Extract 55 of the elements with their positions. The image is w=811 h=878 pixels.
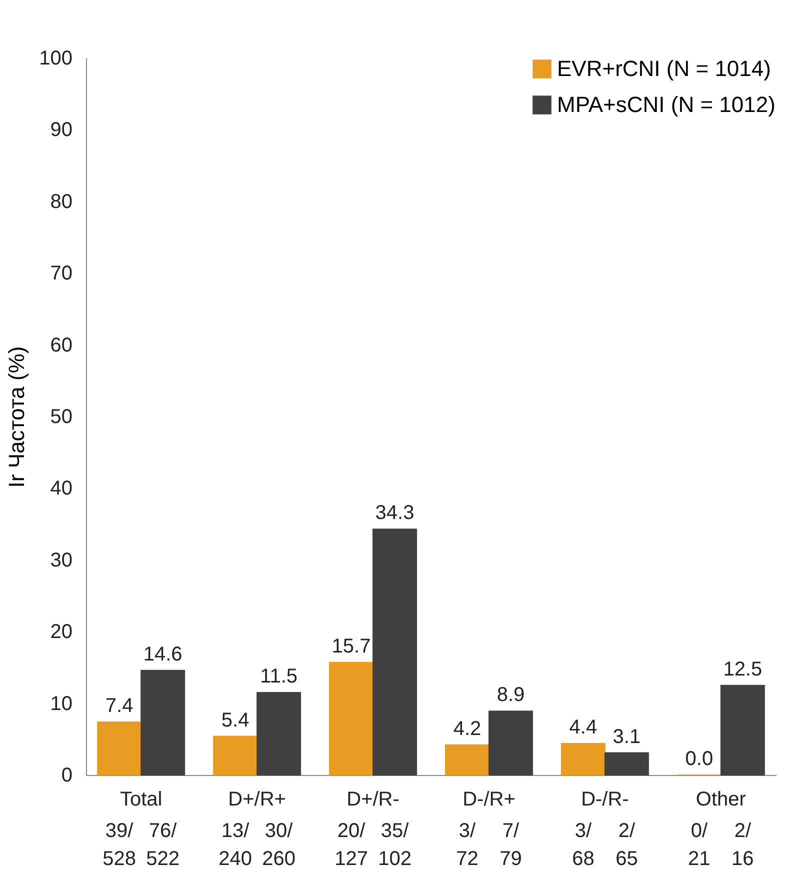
text: 2/ 16 — [732, 820, 754, 870]
text: 35/ 102 — [378, 820, 412, 870]
text: 30/ 260 — [262, 820, 296, 870]
bar — [488, 710, 533, 776]
bar — [140, 670, 186, 776]
text: 7/ 79 — [500, 820, 522, 870]
y-tick-label: 60 — [50, 334, 72, 356]
bar — [372, 528, 418, 776]
data-label: 3.1 — [612, 726, 641, 748]
data-label: 5.4 — [221, 709, 250, 732]
x-tick-label: D-/R- — [581, 788, 629, 810]
text: 2/ 65 — [616, 820, 638, 870]
x-tick-label: D+/R- — [346, 788, 400, 810]
text: 3/ 72 — [456, 820, 478, 870]
data-label: 15.7 — [332, 635, 371, 658]
bar — [720, 684, 765, 776]
bar — [97, 721, 142, 776]
bar — [256, 692, 302, 776]
text: 39/ 528 — [102, 820, 136, 870]
data-label: 4.4 — [569, 716, 598, 738]
y-tick-label: 90 — [50, 119, 72, 142]
bar — [560, 742, 606, 776]
x-tick-label: Total — [120, 788, 162, 810]
y-tick-label: 40 — [50, 478, 72, 500]
bar — [604, 752, 649, 776]
text: 3/ 68 — [572, 820, 594, 870]
data-label: 34.3 — [375, 502, 414, 524]
bar — [329, 662, 374, 776]
legend-label: MPA+sCNI (N = 1012) — [557, 92, 776, 117]
y-tick-label: 0 — [61, 764, 72, 786]
y-tick-label: 100 — [39, 48, 72, 70]
y-tick-label: 20 — [50, 621, 72, 644]
bar — [213, 736, 258, 776]
x-tick-label: D+/R+ — [228, 788, 286, 810]
x-tick-label: Other — [696, 788, 746, 810]
data-label: 8.9 — [496, 684, 525, 706]
y-tick-label: 10 — [50, 692, 72, 715]
data-label: 14.6 — [143, 643, 182, 666]
text: 0/ 21 — [688, 820, 710, 870]
data-label: 11.5 — [260, 666, 298, 688]
text: 20/ 127 — [334, 820, 368, 870]
data-label: 7.4 — [105, 694, 134, 717]
text: 76/ 522 — [146, 820, 180, 870]
legend-label: EVR+rCNI (N = 1014) — [557, 56, 771, 81]
y-tick-label: 80 — [50, 190, 72, 213]
data-label: 4.2 — [453, 718, 482, 740]
x-tick-label: D-/R+ — [462, 788, 516, 810]
y-tick-label: 30 — [50, 549, 72, 572]
data-label: 12.5 — [723, 658, 762, 680]
y-tick-label: 70 — [50, 262, 72, 285]
text: 13/ 240 — [218, 820, 252, 870]
y-tick-label: 50 — [50, 406, 72, 428]
bar — [444, 744, 490, 776]
y-axis-title: Ir Частота (%) — [4, 346, 30, 488]
data-label: 0.0 — [685, 748, 714, 770]
